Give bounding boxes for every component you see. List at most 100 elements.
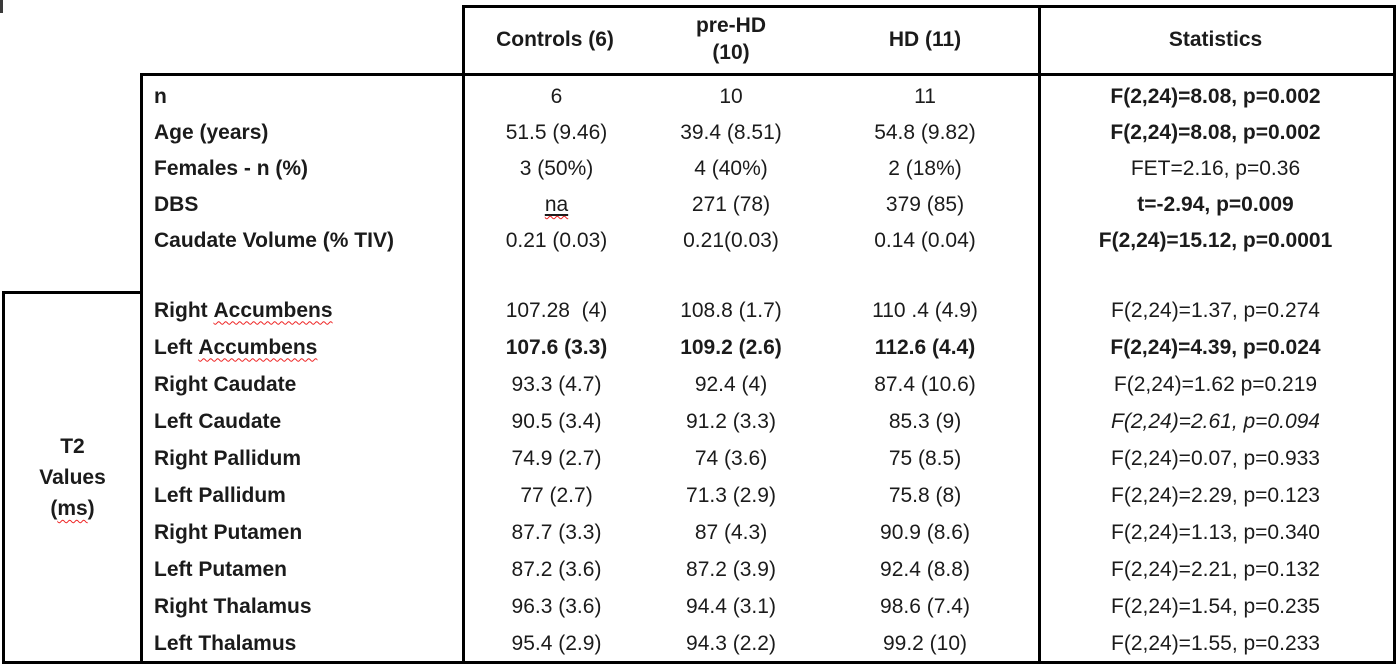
- column-header-statistics: Statistics: [1168, 27, 1263, 51]
- table-row: Right Putamen 87.7 (3.3) 87 (4.3) 90.9 (8.6…: [0, 514, 1398, 551]
- hd-value: 75.8 (8): [888, 483, 962, 507]
- prehd-value: 74 (3.6): [694, 446, 768, 470]
- statistics-value: F(2,24)=1.55, p=0.233: [1111, 631, 1320, 655]
- hd-value: 98.6 (7.4): [880, 594, 970, 618]
- hd-value: 379 (85): [885, 193, 965, 216]
- row-label: Right Accumbens: [154, 292, 454, 329]
- table-row: Caudate Volume (% TIV) 0.21 (0.03) 0.21(0.…: [0, 223, 1398, 259]
- controls-value: 74.9 (2.7): [511, 446, 602, 470]
- controls-value: 87.7 (3.3): [511, 520, 602, 544]
- row-label: Right Caudate: [154, 372, 297, 396]
- row-label: Left Putamen: [154, 557, 288, 581]
- prehd-value: 71.3 (2.9): [686, 483, 776, 507]
- controls-value: 87.2 (3.6): [511, 557, 602, 581]
- prehd-value: 271 (78): [691, 193, 771, 216]
- statistics-value: F(2,24)=8.08, p=0.002: [1110, 121, 1321, 144]
- table-row: Age (years) 51.5 (9.46) 39.4 (8.51) 54.8 (9…: [0, 115, 1398, 151]
- statistics-value: F(2,24)=1.13, p=0.340: [1111, 520, 1320, 544]
- table-row: Left Thalamus 95.4 (2.9) 94.3 (2.2) 99.2 (1…: [0, 625, 1398, 662]
- table-row: Right Caudate 93.3 (4.7) 92.4 (4) 87.4 (10.…: [0, 366, 1398, 403]
- underlined-text: na: [545, 193, 568, 217]
- hd-value: 90.9 (8.6): [880, 520, 970, 544]
- table-row: Left Accumbens 107.6 (3.3) 109.2 (2.6) 112.…: [0, 329, 1398, 366]
- row-label-text: Right: [154, 298, 214, 322]
- statistics-value: F(2,24)=4.39, p=0.024: [1110, 335, 1321, 359]
- prehd-value: 39.4 (8.51): [680, 121, 782, 144]
- row-label: Age (years): [154, 121, 269, 144]
- table-border-line: [1038, 5, 1041, 664]
- statistics-value: F(2,24)=2.21, p=0.132: [1111, 557, 1320, 581]
- table-row: Females - n (%) 3 (50%) 4 (40%) 2 (18%) FET=…: [0, 151, 1398, 187]
- hd-value: 11: [914, 85, 936, 108]
- row-label: Left Caudate: [154, 409, 282, 433]
- controls-value: 77 (2.7): [520, 483, 593, 507]
- controls-value: 90.5 (3.4): [511, 409, 602, 433]
- table-row: n 6 10 11 F(2,24)=8.08, p=0.002: [0, 79, 1398, 115]
- row-label: Right Pallidum: [154, 446, 301, 470]
- table-border-line: [2, 291, 5, 664]
- prehd-value: 10: [719, 85, 743, 108]
- prehd-value: 94.4 (3.1): [686, 594, 776, 618]
- hd-value: 0.14 (0.04): [874, 229, 976, 252]
- prehd-value: 87 (4.3): [694, 520, 768, 544]
- t2-label-line2: Values: [39, 466, 106, 489]
- table-row: Right Thalamus 96.3 (3.6) 94.4 (3.1) 98.6 (…: [0, 588, 1398, 625]
- paren-close: ): [87, 497, 95, 520]
- row-label-text: Left: [154, 335, 199, 359]
- controls-value: 95.4 (2.9): [511, 631, 602, 655]
- t2-label-line3: (ms): [50, 493, 94, 524]
- screen-artifact: [0, 0, 3, 13]
- hd-value: 110 .4 (4.9): [872, 298, 978, 322]
- hd-value: 99.2 (10): [882, 631, 968, 655]
- controls-value: 93.3 (4.7): [511, 372, 602, 396]
- misspelled-word: na: [544, 193, 569, 216]
- controls-value: 0.21 (0.03): [505, 229, 608, 252]
- column-header-prehd: pre-HD (10): [650, 8, 812, 70]
- hd-value: 85.3 (9): [888, 409, 962, 433]
- table-border-line: [2, 291, 143, 294]
- hd-value: 2 (18%): [888, 157, 962, 180]
- prehd-value: 109.2 (2.6): [680, 335, 782, 359]
- demographics-rows-section: n 6 10 11 F(2,24)=8.08, p=0.002 Age (years) 51…: [0, 79, 1398, 259]
- prehd-value: 87.2 (3.9): [686, 557, 776, 581]
- table-row: Left Putamen 87.2 (3.6) 87.2 (3.9) 92.4 (8.…: [0, 551, 1398, 588]
- row-group-label-t2-values: T2 Values (ms): [5, 294, 140, 661]
- column-header-hd: HD (11): [888, 27, 962, 51]
- statistics-value: F(2,24)=1.62 p=0.219: [1113, 372, 1318, 396]
- table-border-line: [1393, 5, 1396, 664]
- table-border-line: [140, 73, 1396, 76]
- controls-value: 107.6 (3.3): [505, 335, 608, 359]
- controls-value: 6: [550, 85, 563, 108]
- statistics-value: F(2,24)=0.07, p=0.933: [1111, 446, 1320, 470]
- hd-value: 54.8 (9.82): [874, 121, 976, 144]
- controls-value: 96.3 (3.6): [511, 594, 602, 618]
- table-row: DBS na 271 (78) 379 (85) t=-2.94, p=0.009: [0, 187, 1398, 223]
- row-label: Right Putamen: [154, 520, 303, 544]
- row-label: Left Pallidum: [154, 483, 286, 507]
- misspelled-word: Accumbens: [213, 298, 333, 322]
- controls-value: 3 (50%): [519, 157, 594, 180]
- row-label: Left Accumbens: [154, 329, 454, 366]
- row-label: DBS: [154, 193, 199, 216]
- prehd-value: 4 (40%): [694, 157, 768, 180]
- statistics-value: F(2,24)=8.08, p=0.002: [1110, 85, 1321, 108]
- prehd-value: 92.4 (4): [694, 372, 768, 396]
- row-label: Left Thalamus: [154, 631, 297, 655]
- statistics-value: F(2,24)=1.54, p=0.235: [1111, 594, 1320, 618]
- statistics-value: F(2,24)=2.29, p=0.123: [1111, 483, 1320, 507]
- column-header-prehd-line2: (10): [712, 41, 750, 64]
- table-border-line: [2, 661, 1396, 664]
- row-label: Right Thalamus: [154, 594, 312, 618]
- table-row: Left Caudate 90.5 (3.4) 91.2 (3.3) 85.3 (9)…: [0, 403, 1398, 440]
- prehd-value: 108.8 (1.7): [680, 298, 782, 322]
- controls-value: 51.5 (9.46): [505, 121, 608, 144]
- prehd-value: 91.2 (3.3): [686, 409, 776, 433]
- hd-value: 75 (8.5): [888, 446, 962, 470]
- column-header-prehd-line1: pre-HD: [695, 14, 766, 37]
- statistics-value: F(2,24)=2.61, p=0.094: [1111, 409, 1320, 433]
- t2-values-rows-section: Right Accumbens 107.28 (4) 108.8 (1.7) 110 …: [0, 292, 1398, 662]
- hd-value: 87.4 (10.6): [874, 372, 976, 396]
- table-border-line: [140, 73, 143, 664]
- misspelled-word: Accumbens: [198, 335, 318, 359]
